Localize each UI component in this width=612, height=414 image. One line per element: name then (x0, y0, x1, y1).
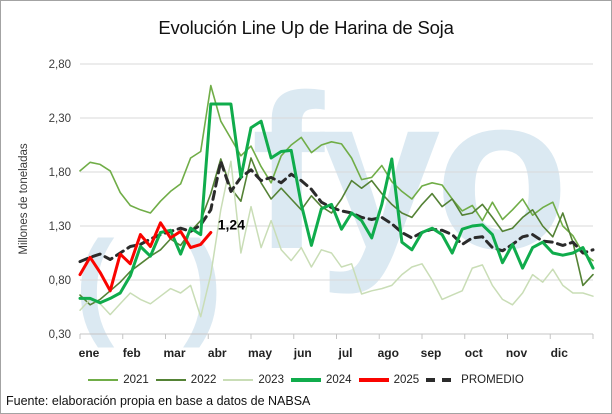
legend-label-2021: 2021 (123, 374, 149, 386)
data-label-1-24: 1,24 (218, 216, 245, 232)
series-2022-line (79, 157, 594, 306)
x-tick-label: may (248, 346, 272, 360)
x-tick-label: jul (338, 346, 353, 360)
legend-swatch-2022 (155, 379, 186, 381)
y-tick-label: 2,80 (49, 59, 71, 71)
chart-title: Evolución Line Up de Harina de Soja (158, 17, 454, 38)
y-tick-label: 1,80 (49, 167, 71, 179)
x-tick-label: oct (465, 346, 483, 360)
x-tick-label: ene (79, 346, 100, 360)
source-note: Fuente: elaboración propia en base a dat… (6, 394, 311, 408)
legend-label-promedio: PROMEDIO (461, 374, 524, 386)
x-tick-label: mar (163, 346, 185, 360)
chart-legend: 2021 2022 2023 2024 2025 PROMEDIO (1, 374, 611, 386)
series-2023-line (79, 160, 594, 318)
legend-swatch-2021 (88, 379, 119, 381)
legend-swatch-2024 (290, 378, 321, 382)
watermark-paren-open: ( (75, 217, 115, 349)
y-tick-label: 1,30 (49, 221, 71, 233)
legend-label-2023: 2023 (258, 374, 284, 386)
legend-item-2024: 2024 (290, 374, 352, 386)
series-2021-line (79, 84, 594, 262)
y-tick-label: 0,80 (49, 275, 71, 287)
legend-label-2022: 2022 (190, 374, 217, 386)
y-tick-label: 2,30 (49, 113, 71, 125)
y-tick-label: 0,30 (49, 329, 71, 341)
x-tick-label: feb (123, 346, 141, 360)
x-tick-label: abr (208, 346, 227, 360)
legend-label-2024: 2024 (325, 374, 352, 386)
legend-item-2023: 2023 (223, 374, 284, 386)
x-tick-label: ago (378, 346, 399, 360)
x-tick-label: jun (293, 346, 312, 360)
series-2025-line (78, 221, 213, 293)
legend-swatch-promedio (426, 378, 457, 382)
y-axis-title: Millones de toneladas (18, 143, 30, 254)
legend-item-promedio: PROMEDIO (426, 374, 524, 386)
legend-swatch-2025 (358, 378, 389, 382)
legend-item-2022: 2022 (155, 374, 217, 386)
legend-item-2025: 2025 (358, 374, 420, 386)
legend-label-2025: 2025 (393, 374, 420, 386)
x-tick-label: dic (551, 346, 569, 360)
legend-swatch-2023 (223, 379, 254, 381)
legend-item-2021: 2021 (88, 374, 149, 386)
x-tick-label: sep (421, 346, 442, 360)
x-tick-label: nov (506, 346, 528, 360)
